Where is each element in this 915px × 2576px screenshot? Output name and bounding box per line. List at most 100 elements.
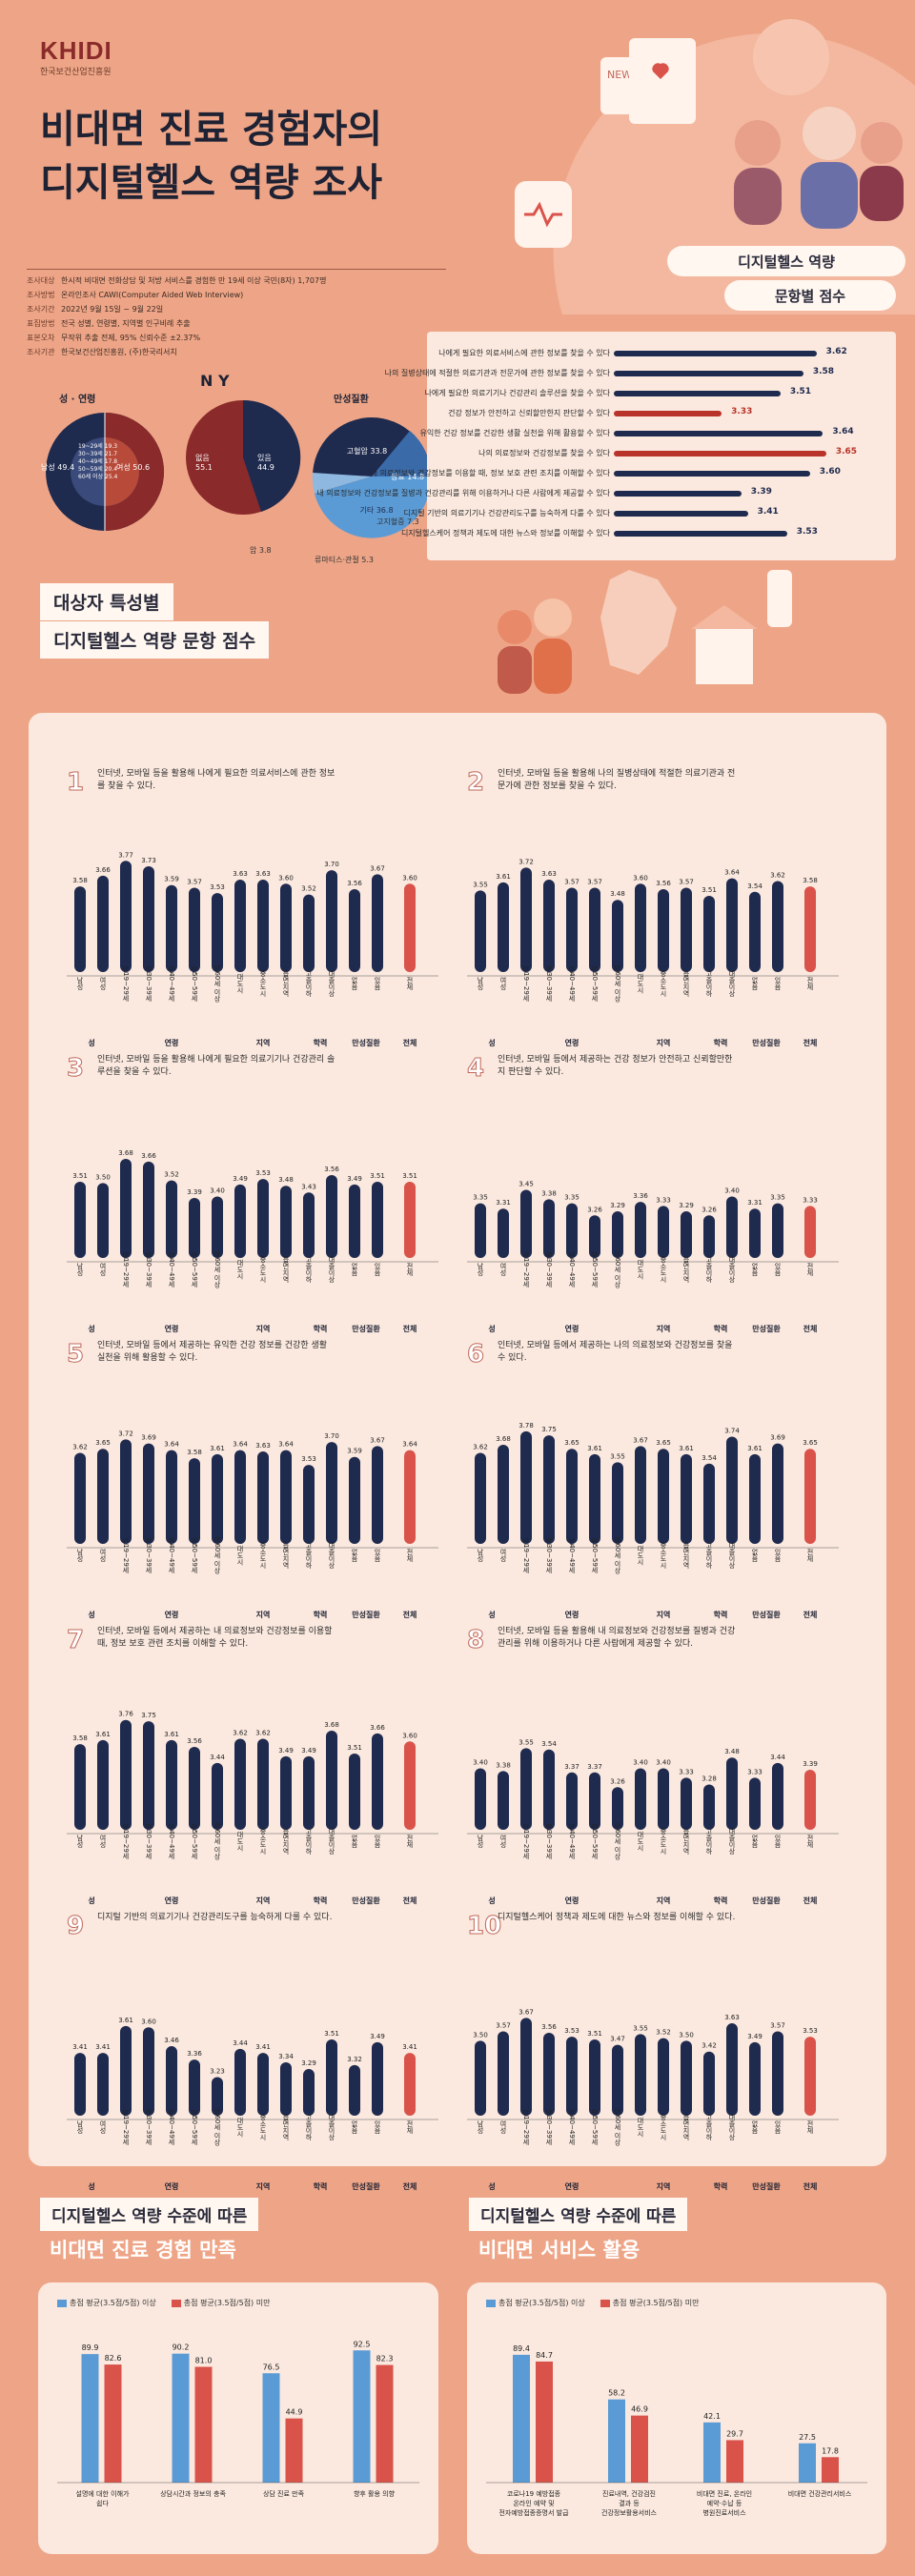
chronic-yn-pie <box>186 399 301 515</box>
data-label: 3.66 <box>95 866 111 874</box>
bar <box>804 1769 816 1830</box>
group-label: 학력 <box>714 1610 728 1619</box>
title-line-2: 디지털헬스 역량 조사 <box>40 161 383 205</box>
data-label: 3.58 <box>72 877 88 884</box>
data-label: 3.52 <box>164 1171 179 1179</box>
group-label: 전체 <box>403 1324 417 1333</box>
data-label: 3.31 <box>496 1199 511 1207</box>
bar <box>404 1450 416 1544</box>
category-label: 만30~39세 <box>545 1822 553 1860</box>
category-label: 만30~39세 <box>145 964 152 1003</box>
group-label: 학력 <box>714 1324 728 1333</box>
score-value: 3.39 <box>750 487 772 497</box>
data-label: 3.67 <box>370 864 385 872</box>
data-label: 3.69 <box>141 1434 156 1442</box>
bar <box>349 2064 360 2116</box>
data-label: 3.65 <box>803 1439 818 1447</box>
bar <box>280 1755 292 1830</box>
category-label: 만50~59세 <box>191 1536 198 1574</box>
data-label: 3.41 <box>255 2043 271 2051</box>
bar <box>404 1741 416 1830</box>
bar <box>749 1453 761 1544</box>
category-label: 고졸이하 <box>705 2114 713 2141</box>
bar <box>143 865 154 972</box>
data-label: 3.48 <box>278 1176 294 1184</box>
category-label: 남성 <box>477 2120 484 2134</box>
legend: 총점 평균(3.5점/5점) 이상 총점 평균(3.5점/5점) 미만 <box>486 2298 714 2308</box>
bar <box>212 893 223 972</box>
data-label: 3.43 <box>301 1183 316 1190</box>
bar <box>262 2373 280 2483</box>
score-row: 나의 의료정보와 건강정보를 찾을 수 있다 3.65 <box>427 445 896 462</box>
category-label: 고졸이하 <box>305 970 313 998</box>
bar <box>194 2366 213 2483</box>
age-labels: 19~29세 19.3 30~39세 21.7 40~49세 17.8 50~5… <box>78 443 118 480</box>
data-label: 3.57 <box>496 2022 511 2030</box>
bar <box>303 1192 315 1258</box>
group-label: 전체 <box>803 1038 818 1047</box>
bar <box>81 2354 99 2483</box>
satisfaction-title-2: 비대면 진료 경험 만족 <box>50 2239 236 2262</box>
chronic-label-other: 기타 36.8 <box>359 506 394 515</box>
data-label: 3.55 <box>473 881 488 888</box>
legend-item: 총점 평균(3.5점/5점) 미만 <box>171 2299 270 2307</box>
data-label: 3.51 <box>702 886 717 894</box>
bar <box>97 1449 109 1544</box>
data-label: 3.65 <box>656 1439 671 1447</box>
category-label: 만60세 이상 <box>214 1536 221 1574</box>
bar <box>280 2062 292 2116</box>
data-label: 3.57 <box>187 879 202 886</box>
data-label: 3.73 <box>141 857 156 864</box>
question-number: 3 <box>66 1054 85 1084</box>
data-label: 3.50 <box>473 2031 488 2038</box>
category-label: 여성 <box>499 2120 507 2134</box>
by-group-title-2: 디지털헬스 역량 문항 점수 <box>40 621 270 659</box>
bar <box>520 1189 532 1258</box>
usage-title-1: 디지털헬스 역량 수준에 따른 <box>469 2198 688 2231</box>
category-label: 없음 <box>751 2120 759 2134</box>
bar <box>520 1748 532 1830</box>
chart-svg: 3.50 남성 3.57 여성 3.67 만19~29세 3.56 만30~39세 3.53 만4… <box>467 2008 839 2191</box>
bar <box>612 900 623 972</box>
data-label: 81.0 <box>195 2357 213 2365</box>
data-label: 3.64 <box>724 869 740 877</box>
group-label: 성 <box>88 1896 94 1905</box>
item-scores-panel: 나에게 필요한 의료서비스에 관한 정보를 찾을 수 있다 3.62 나의 질병상태… <box>316 332 896 560</box>
data-label: 3.64 <box>278 1441 294 1449</box>
score-bar <box>614 511 748 517</box>
data-label: 46.9 <box>631 2405 648 2414</box>
satisfaction-title-1: 디지털헬스 역량 수준에 따른 <box>40 2198 259 2231</box>
category-label: 읍면지역 <box>282 2114 290 2141</box>
group-label: 전체 <box>803 1896 818 1905</box>
bar <box>166 1739 177 1830</box>
bar <box>703 2422 721 2483</box>
chronic-label-hyperlipidemia: 고지혈증 7.3 <box>376 517 419 526</box>
data-label: 3.61 <box>747 1445 762 1452</box>
data-label: 3.67 <box>633 1436 648 1444</box>
category-label: 만19~29세 <box>522 1536 530 1574</box>
category-label: 만19~29세 <box>122 1250 130 1288</box>
data-label: 3.46 <box>164 2037 179 2044</box>
score-row: 디지털 기반의 의료기기나 건강관리도구를 능숙하게 다룰 수 있다 3.41 <box>403 505 896 522</box>
data-label: 3.63 <box>724 2014 740 2021</box>
legend-swatch <box>171 2299 181 2307</box>
category-label: 만60세 이상 <box>614 1822 621 1860</box>
bar <box>349 888 360 972</box>
question-text: 디지털헬스케어 정책과 제도에 대한 뉴스와 정보를 이해할 수 있다. <box>498 1913 736 1922</box>
category-label: 읍면지역 <box>282 1828 290 1856</box>
category-label: 고졸이하 <box>305 1256 313 1284</box>
category-label: 만50~59세 <box>191 1822 198 1860</box>
data-label: 44.9 <box>286 2408 303 2417</box>
data-label: 42.1 <box>703 2412 721 2421</box>
bar <box>166 1180 177 1258</box>
group-label: 연령 <box>565 1324 580 1333</box>
category-label: 만60세 이상 <box>614 2108 621 2146</box>
group-label: 연령 <box>165 1896 179 1905</box>
bar <box>349 1754 360 1830</box>
data-label: 27.5 <box>799 2433 816 2442</box>
bar <box>799 2443 816 2483</box>
bar <box>166 2046 177 2116</box>
chronic-yn-title: N Y <box>200 372 230 390</box>
group-label: 만성질환 <box>752 2181 781 2191</box>
group-label: 성 <box>88 2181 94 2191</box>
